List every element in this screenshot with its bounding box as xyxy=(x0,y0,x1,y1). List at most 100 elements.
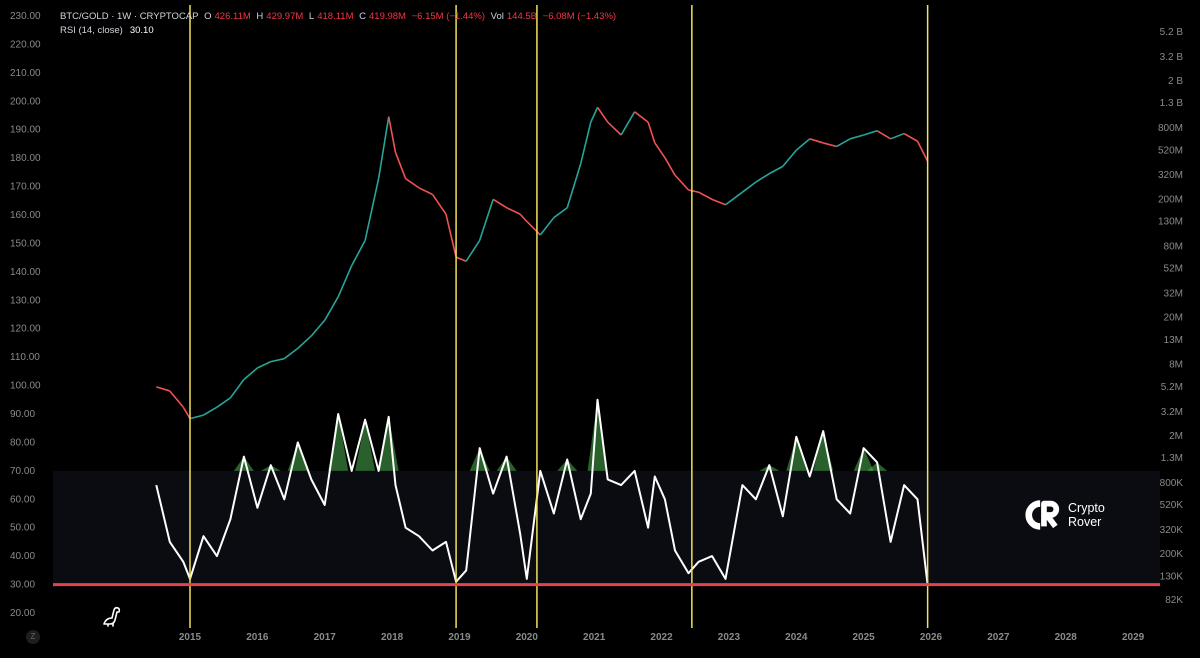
right-tick-label: 520K xyxy=(1160,500,1184,511)
x-tick-label: 2022 xyxy=(650,632,673,643)
x-tick-label: 2021 xyxy=(583,632,606,643)
close-value: 419.98M xyxy=(369,11,406,22)
symbol-label: BTC/GOLD · 1W · CRYPTOCAP xyxy=(60,11,199,22)
left-tick-label: 210.00 xyxy=(10,68,41,79)
price-segment xyxy=(741,181,757,193)
price-segment xyxy=(664,157,676,176)
low-value: 418.11M xyxy=(317,11,354,22)
rsi-band xyxy=(53,470,1160,585)
left-tick-label: 180.00 xyxy=(10,153,41,164)
rsi-series-layer xyxy=(155,398,929,585)
left-tick-label: 170.00 xyxy=(10,182,41,193)
price-segment xyxy=(596,106,609,123)
price-segment xyxy=(809,138,824,144)
rsi-value: 30.10 xyxy=(129,25,154,36)
low-key: L xyxy=(308,11,315,22)
brand-line2: Rover xyxy=(1068,515,1102,529)
price-segment xyxy=(455,256,467,262)
zoom-reset-icon[interactable]: Z xyxy=(26,630,40,644)
overbought-fill xyxy=(557,459,578,471)
overbought-fill xyxy=(587,399,608,471)
price-segment xyxy=(387,116,397,153)
price-segment xyxy=(849,134,864,140)
right-tick-label: 130M xyxy=(1158,216,1183,227)
right-tick-label: 800M xyxy=(1158,123,1183,134)
right-tick-label: 3.2M xyxy=(1161,407,1183,418)
left-tick-label: 60.00 xyxy=(10,494,35,505)
crypto-rover-logo-icon xyxy=(1025,500,1060,530)
price-segment xyxy=(654,142,666,159)
rsi-line xyxy=(155,398,929,585)
price-segment xyxy=(257,360,272,369)
left-tick-label: 220.00 xyxy=(10,39,41,50)
high-value: 429.97M xyxy=(266,11,304,22)
price-segment xyxy=(445,213,457,258)
price-segment xyxy=(519,213,528,223)
price-segment xyxy=(169,390,184,408)
left-tick-label: 90.00 xyxy=(10,409,35,420)
price-segment xyxy=(768,165,784,175)
price-segment xyxy=(876,130,891,140)
left-tick-label: 70.00 xyxy=(10,466,35,477)
price-segment xyxy=(755,172,770,183)
right-tick-label: 80M xyxy=(1164,241,1183,252)
right-tick-label: 320K xyxy=(1160,525,1184,536)
price-segment xyxy=(310,319,326,337)
brand-logo: Crypto Rover xyxy=(1024,496,1105,534)
price-segment xyxy=(203,406,218,416)
x-tick-label: 2018 xyxy=(381,632,404,643)
price-segment xyxy=(189,414,204,420)
rsi-label: RSI (14, close) xyxy=(60,25,123,36)
price-segment xyxy=(903,132,918,142)
right-tick-label: 52M xyxy=(1164,264,1183,275)
left-tick-label: 200.00 xyxy=(10,96,41,107)
price-segment xyxy=(590,106,599,123)
right-tick-label: 320M xyxy=(1158,170,1183,181)
volume-key: Vol xyxy=(490,11,504,22)
price-segment xyxy=(478,199,494,241)
right-tick-label: 200K xyxy=(1160,549,1184,560)
left-tick-label: 190.00 xyxy=(10,125,41,136)
right-tick-label: 5.2 B xyxy=(1160,27,1184,38)
price-segment xyxy=(216,397,231,408)
x-tick-label: 2017 xyxy=(314,632,337,643)
axis-labels-layer: 230.00 220.00 210.00 200.00 190.00 180.00 170.… xyxy=(10,11,1183,643)
left-tick-label: 50.00 xyxy=(10,523,35,534)
x-tick-label: 2026 xyxy=(920,632,943,643)
price-segment xyxy=(394,152,407,179)
marker-lines-layer xyxy=(53,5,1160,628)
volume-change: −6.08M (−1.43%) xyxy=(542,11,617,22)
rsi-band-layer xyxy=(53,470,1160,585)
overbought-fill xyxy=(853,448,874,471)
x-tick-label: 2024 xyxy=(785,632,808,643)
price-segment xyxy=(324,296,339,321)
left-tick-label: 120.00 xyxy=(10,324,41,335)
symbol-header: BTC/GOLD · 1W · CRYPTOCAP O 426.11M H 429.… xyxy=(60,11,619,22)
volume-value: 144.5B xyxy=(506,11,538,22)
open-key: O xyxy=(204,11,212,22)
right-tick-label: 2 B xyxy=(1168,76,1183,87)
x-tick-label: 2020 xyxy=(516,632,539,643)
dinosaur-icon[interactable] xyxy=(100,604,124,628)
x-tick-label: 2025 xyxy=(853,632,876,643)
price-segment xyxy=(795,138,811,151)
price-segment xyxy=(492,198,508,209)
price-segment xyxy=(350,240,366,267)
price-segment xyxy=(607,121,622,136)
price-segment xyxy=(863,130,878,136)
price-segment xyxy=(465,239,481,262)
x-tick-label: 2019 xyxy=(448,632,471,643)
brand-line1: Crypto xyxy=(1068,501,1105,515)
x-tick-label: 2023 xyxy=(718,632,741,643)
overbought-fill xyxy=(328,414,349,471)
indicator-header[interactable]: RSI (14, close) 30.10 xyxy=(60,25,157,36)
price-segment xyxy=(782,149,797,167)
price-segment xyxy=(566,163,582,208)
price-segment xyxy=(620,111,636,136)
left-tick-label: 20.00 xyxy=(10,608,35,619)
right-tick-label: 20M xyxy=(1164,313,1183,324)
price-segment xyxy=(890,132,905,140)
right-tick-label: 1.3M xyxy=(1161,453,1183,464)
price-segment xyxy=(270,357,285,363)
